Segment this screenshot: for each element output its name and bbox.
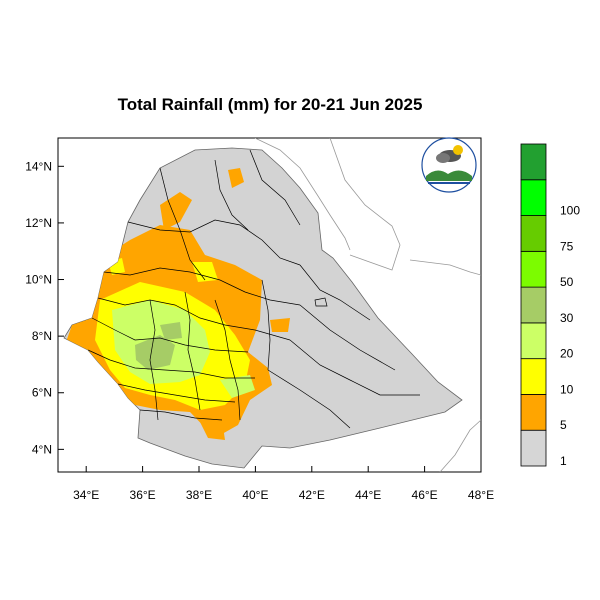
y-tick-label: 12°N — [25, 216, 52, 230]
legend-label: 100 — [560, 204, 580, 218]
neighbor-border — [439, 419, 481, 472]
legend-label: 20 — [560, 347, 574, 361]
x-tick-label: 40°E — [242, 488, 268, 502]
color-legend: 1 5 10 20 30 50 75 100 — [520, 143, 580, 468]
y-tick-label: 8°N — [32, 329, 52, 343]
legend-swatch — [520, 322, 547, 360]
neighbor-border — [254, 138, 351, 251]
y-tick-label: 10°N — [25, 273, 52, 287]
coastline — [409, 259, 481, 276]
legend-swatch — [520, 429, 547, 467]
x-tick-label: 36°E — [130, 488, 156, 502]
legend-swatch — [520, 250, 547, 288]
legend-label: 50 — [560, 275, 574, 289]
y-tick-label: 14°N — [25, 159, 52, 173]
x-tick-label: 42°E — [299, 488, 325, 502]
legend-swatch — [520, 179, 547, 216]
legend-swatch — [520, 394, 547, 431]
x-axis: 34°E 36°E 38°E 40°E 42°E 44°E 46°E 48°E — [73, 466, 494, 502]
map-title: Total Rainfall (mm) for 20-21 Jun 2025 — [117, 95, 423, 114]
legend-swatch — [520, 286, 547, 324]
admin-boundaries — [87, 149, 420, 429]
legend-swatch — [520, 358, 547, 395]
y-tick-label: 4°N — [32, 442, 52, 456]
coastline — [329, 138, 401, 271]
y-tick-label: 6°N — [32, 386, 52, 400]
legend-swatch — [520, 215, 547, 252]
legend-swatch — [520, 143, 547, 181]
x-tick-label: 34°E — [73, 488, 99, 502]
legend-label: 75 — [560, 239, 574, 253]
legend-label: 5 — [560, 418, 567, 432]
legend-label: 30 — [560, 311, 574, 325]
x-tick-label: 44°E — [355, 488, 381, 502]
x-tick-label: 46°E — [412, 488, 438, 502]
x-tick-label: 38°E — [186, 488, 212, 502]
x-tick-label: 48°E — [468, 488, 494, 502]
agency-logo — [421, 137, 477, 193]
y-axis: 4°N 6°N 8°N 10°N 12°N 14°N — [25, 159, 64, 456]
legend-label: 10 — [560, 382, 574, 396]
legend-label: 1 — [560, 454, 567, 468]
